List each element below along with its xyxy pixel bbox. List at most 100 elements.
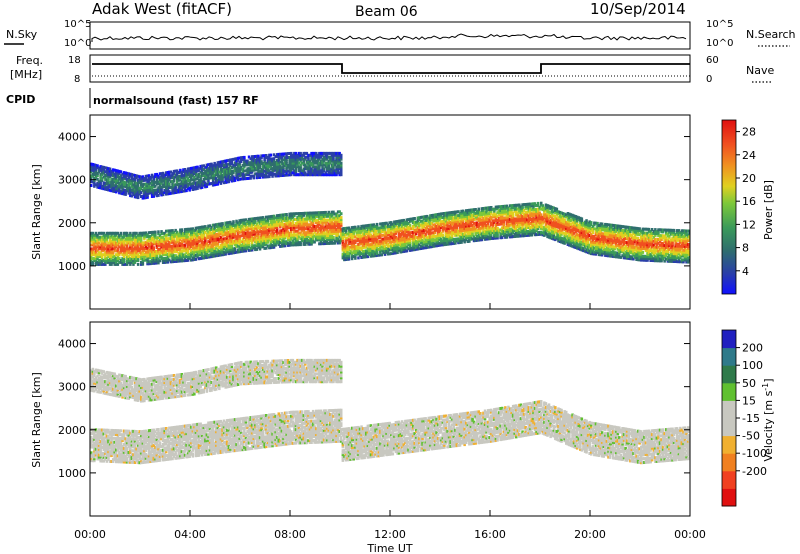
- data-cell: [380, 241, 384, 245]
- data-cell: [125, 253, 129, 257]
- data-cell: [454, 226, 457, 230]
- data-cell: [454, 233, 457, 237]
- data-cell: [325, 220, 329, 224]
- data-cell: [235, 219, 238, 223]
- data-cell: [316, 228, 320, 232]
- data-cell: [279, 235, 282, 239]
- data-cell: [118, 253, 121, 257]
- data-cell: [379, 251, 382, 255]
- data-cell: [610, 241, 613, 245]
- data-cell: [213, 252, 216, 256]
- data-cell: [418, 218, 421, 222]
- data-cell: [424, 228, 427, 232]
- data-cell: [382, 243, 385, 247]
- data-cell: [333, 222, 337, 226]
- data-cell: [152, 252, 155, 256]
- data-cell: [586, 245, 590, 249]
- data-cell: [490, 237, 493, 240]
- data-cell: [627, 243, 630, 247]
- data-cell: [143, 247, 146, 251]
- data-cell: [374, 246, 377, 250]
- data-cell: [257, 230, 260, 234]
- data-cell: [454, 220, 457, 224]
- data-cell: [508, 229, 512, 233]
- data-cell: [468, 232, 471, 236]
- data-cell: [361, 253, 365, 257]
- data-cell: [154, 261, 157, 265]
- data-cell: [483, 237, 487, 241]
- data-cell: [549, 215, 552, 218]
- data-cell: [222, 243, 226, 247]
- data-cell: [207, 226, 210, 230]
- data-cell: [358, 230, 362, 234]
- data-cell: [571, 240, 574, 244]
- data-cell: [308, 229, 312, 233]
- data-cell: [468, 224, 471, 228]
- data-cell: [455, 229, 459, 233]
- data-cell: [469, 237, 473, 241]
- data-cell: [205, 226, 209, 230]
- data-cell: [99, 243, 102, 247]
- data-cell: [365, 239, 368, 243]
- data-cell: [171, 240, 174, 244]
- data-cell: [202, 235, 205, 239]
- data-cell: [261, 237, 265, 241]
- data-cell: [136, 259, 140, 262]
- data-cell: [504, 212, 507, 216]
- data-cell: [638, 227, 641, 231]
- data-cell: [552, 237, 555, 241]
- data-cell: [244, 218, 248, 222]
- data-cell: [393, 226, 396, 230]
- data-cell: [530, 223, 534, 227]
- data-cell: [422, 246, 426, 250]
- data-cell: [197, 226, 201, 230]
- data-cell: [419, 241, 423, 245]
- data-cell: [547, 228, 551, 231]
- data-cell: [444, 240, 448, 244]
- data-cell: [521, 207, 524, 211]
- data-cell: [585, 225, 588, 229]
- data-cell: [485, 220, 488, 224]
- data-cell: [152, 246, 155, 250]
- data-cell: [466, 230, 470, 234]
- data-cell: [527, 233, 530, 237]
- freq-tick-high: 18: [68, 55, 81, 66]
- data-cell: [585, 240, 588, 244]
- data-cell: [297, 214, 301, 217]
- data-cell: [288, 222, 291, 226]
- data-cell: [404, 249, 407, 253]
- data-cell: [193, 250, 196, 254]
- data-cell: [161, 247, 165, 251]
- data-cell: [444, 215, 448, 219]
- data-cell: [169, 260, 173, 264]
- data-cell: [621, 232, 624, 236]
- data-cell: [290, 233, 293, 237]
- data-cell: [415, 230, 418, 234]
- data-cell: [415, 242, 418, 245]
- data-cell: [619, 236, 623, 240]
- data-cell: [158, 238, 162, 241]
- data-cell: [247, 217, 251, 221]
- data-cell: [443, 225, 446, 229]
- data-cell: [597, 237, 601, 241]
- data-cell: [200, 245, 204, 248]
- data-cell: [432, 223, 435, 227]
- data-cell: [479, 222, 482, 226]
- data-cell: [183, 239, 187, 243]
- data-cell: [596, 227, 599, 231]
- data-cell: [229, 228, 232, 232]
- data-cell: [513, 229, 516, 233]
- data-cell: [465, 215, 468, 218]
- data-cell: [580, 240, 584, 244]
- data-cell: [546, 208, 549, 211]
- data-cell: [491, 223, 495, 227]
- data-cell: [418, 222, 421, 225]
- data-cell: [336, 214, 340, 218]
- data-cell: [636, 227, 640, 231]
- data-cell: [535, 215, 538, 219]
- data-cell: [366, 224, 370, 228]
- data-cell: [483, 222, 487, 226]
- data-cell: [196, 232, 199, 236]
- data-cell: [318, 211, 321, 215]
- data-cell: [372, 252, 376, 256]
